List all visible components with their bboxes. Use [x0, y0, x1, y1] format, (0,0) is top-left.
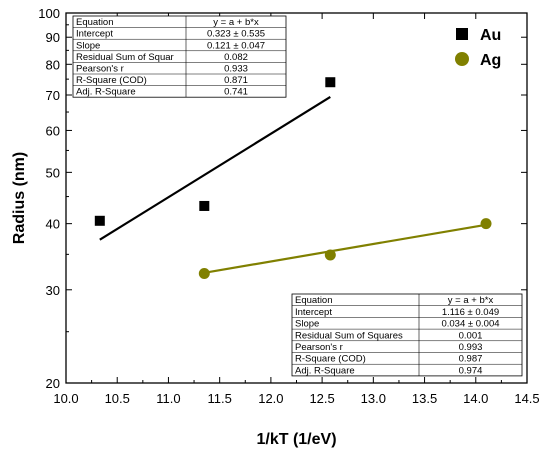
stats-value: 0.993 [459, 342, 483, 353]
stats-value: 0.974 [459, 365, 483, 376]
legend-label-ag: Ag [480, 52, 501, 69]
y-tick-label: 30 [46, 283, 60, 298]
stats-label: Intercept [295, 307, 332, 318]
stats-label: Adj. R-Square [76, 87, 136, 98]
data-point-au [199, 200, 210, 211]
stats-value: 0.082 [224, 52, 248, 63]
stats-value: 0.933 [224, 64, 248, 75]
stats-value: 0.323 ± 0.535 [207, 29, 265, 40]
legend-marker-au [456, 28, 468, 40]
stats-value: 0.741 [224, 87, 248, 98]
stats-value: 0.034 ± 0.004 [441, 319, 499, 330]
stats-label: Slope [76, 40, 100, 51]
stats-value: 0.871 [224, 75, 248, 86]
data-point-ag [198, 268, 210, 280]
stats-label: R-Square (COD) [76, 75, 147, 86]
stats-value: y = a + b*x [213, 17, 259, 28]
fit-line-au [99, 96, 331, 241]
stats-label: Adj. R-Square [295, 365, 355, 376]
y-tick-label: 60 [46, 123, 60, 138]
x-axis-title: 1/kT (1/eV) [256, 431, 336, 448]
stats-label: Equation [76, 17, 114, 28]
stats-label: Slope [295, 319, 319, 330]
stats-value: 0.001 [459, 330, 483, 341]
x-tick-label: 13.0 [361, 391, 386, 406]
stats-value: 0.987 [459, 354, 483, 365]
x-tick-label: 10.0 [53, 391, 78, 406]
x-tick-label: 14.0 [463, 391, 488, 406]
stats-label: Equation [295, 295, 333, 306]
stats-label: Intercept [76, 29, 113, 40]
data-point-ag [480, 218, 492, 230]
x-tick-label: 10.5 [105, 391, 130, 406]
stats-value: 0.121 ± 0.047 [207, 40, 265, 51]
stats-label: Pearson's r [76, 64, 124, 75]
x-tick-label: 12.5 [309, 391, 334, 406]
x-tick-label: 12.0 [258, 391, 283, 406]
stats-value: 1.116 ± 0.049 [442, 307, 499, 318]
stats-label: Residual Sum of Squares [295, 330, 403, 341]
stats-label: Pearson's r [295, 342, 343, 353]
x-tick-label: 13.5 [412, 391, 437, 406]
stats-table-frame [72, 15, 287, 98]
data-point-ag [324, 249, 336, 261]
stats-label: Residual Sum of Squar [76, 52, 174, 63]
legend-marker-ag [455, 52, 469, 66]
stats-value: y = a + b*x [448, 295, 494, 306]
y-tick-label: 80 [46, 57, 60, 72]
y-tick-label: 100 [38, 6, 60, 21]
y-tick-label: 20 [46, 376, 60, 391]
legend-label-au: Au [480, 27, 501, 44]
y-tick-label: 70 [46, 88, 60, 103]
y-tick-label: 90 [46, 30, 60, 45]
x-tick-label: 11.0 [156, 391, 180, 406]
stats-label: R-Square (COD) [295, 354, 366, 365]
y-tick-label: 40 [46, 217, 60, 232]
x-tick-label: 11.5 [207, 391, 231, 406]
y-axis-title: Radius (nm) [11, 152, 28, 244]
x-tick-label: 14.5 [514, 391, 539, 406]
data-point-au [94, 215, 105, 226]
stats-table-frame [291, 293, 523, 377]
fit-line-ag [204, 223, 487, 274]
y-tick-label: 50 [46, 165, 60, 180]
data-point-au [325, 77, 336, 88]
